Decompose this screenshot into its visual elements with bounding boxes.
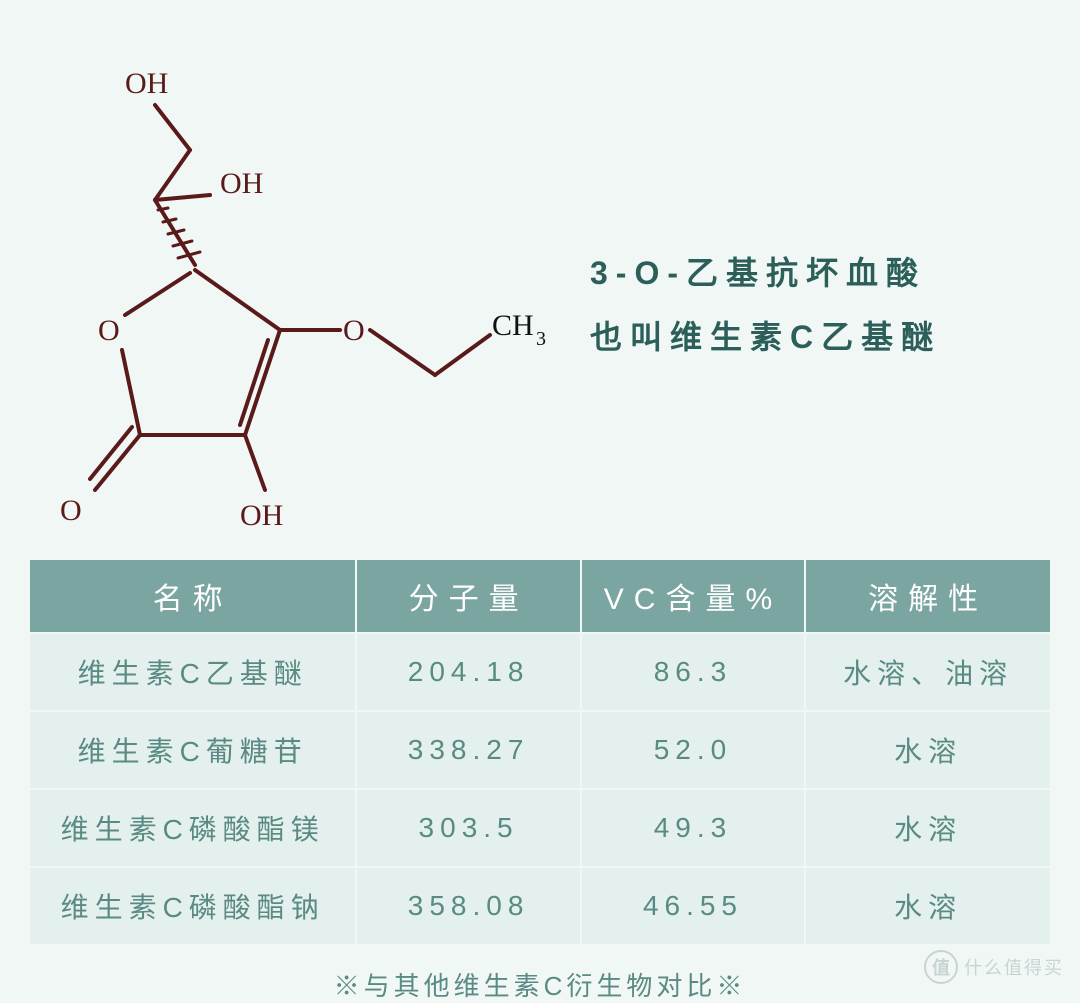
mol-label-ch3: CH: [492, 309, 534, 342]
mol-label-o-ring: O: [98, 314, 120, 347]
mol-label-o-eth: O: [343, 314, 365, 347]
mol-label-ch3-sub: 3: [536, 328, 546, 350]
cell-name: 维生素C磷酸酯钠: [30, 867, 356, 944]
table-row: 维生素C磷酸酯镁 303.5 49.3 水溶: [30, 789, 1050, 867]
table-row: 维生素C磷酸酯钠 358.08 46.55 水溶: [30, 867, 1050, 944]
col-header-mw: 分子量: [356, 560, 580, 633]
title-line-1: 3-O-乙基抗坏血酸: [590, 241, 1040, 305]
cell-vc: 86.3: [581, 633, 805, 711]
watermark: 值 什么值得买: [924, 950, 1064, 984]
comparison-table: 名称 分子量 VC含量% 溶解性 维生素C乙基醚 204.18 86.3 水溶、…: [30, 560, 1050, 1003]
cell-mw: 303.5: [356, 789, 580, 867]
mol-label-o-dbl: O: [60, 494, 82, 527]
cell-vc: 49.3: [581, 789, 805, 867]
cell-mw: 204.18: [356, 633, 580, 711]
cell-sol: 水溶、油溶: [805, 633, 1050, 711]
top-panel: OH OH O O OH O CH 3 3-O-乙基抗坏血酸 也叫维生素C乙基醚: [0, 0, 1080, 560]
mol-label-oh3: OH: [240, 499, 283, 532]
col-header-name: 名称: [30, 560, 356, 633]
footnote: ※与其他维生素C衍生物对比※: [30, 966, 1050, 1003]
watermark-text: 什么值得买: [964, 954, 1064, 980]
cell-mw: 338.27: [356, 711, 580, 789]
watermark-icon: 值: [924, 950, 958, 984]
cell-sol: 水溶: [805, 867, 1050, 944]
table-header-row: 名称 分子量 VC含量% 溶解性: [30, 560, 1050, 633]
cell-name: 维生素C葡糖苷: [30, 711, 356, 789]
cell-sol: 水溶: [805, 711, 1050, 789]
cell-name: 维生素C磷酸酯镁: [30, 789, 356, 867]
mol-label-oh1: OH: [125, 67, 168, 100]
col-header-vc: VC含量%: [581, 560, 805, 633]
cell-sol: 水溶: [805, 789, 1050, 867]
cell-vc: 46.55: [581, 867, 805, 944]
cell-mw: 358.08: [356, 867, 580, 944]
cell-name: 维生素C乙基醚: [30, 633, 356, 711]
col-header-sol: 溶解性: [805, 560, 1050, 633]
table-row: 维生素C葡糖苷 338.27 52.0 水溶: [30, 711, 1050, 789]
title-line-2: 也叫维生素C乙基醚: [590, 305, 1040, 369]
cell-vc: 52.0: [581, 711, 805, 789]
mol-label-oh2: OH: [220, 167, 263, 200]
title-block: 3-O-乙基抗坏血酸 也叫维生素C乙基醚: [560, 201, 1040, 369]
molecule-structure: OH OH O O OH O CH 3: [40, 35, 560, 535]
table-row: 维生素C乙基醚 204.18 86.3 水溶、油溶: [30, 633, 1050, 711]
